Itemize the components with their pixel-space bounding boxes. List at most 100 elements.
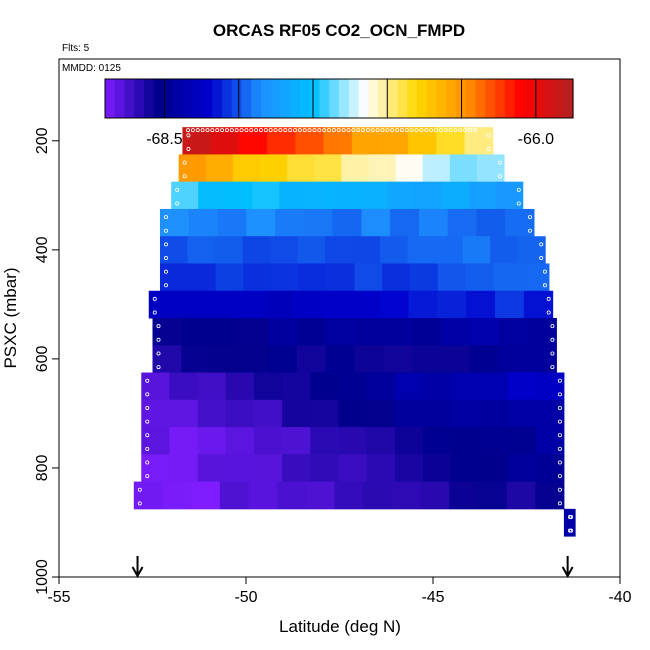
colorbar-bin [261,79,272,118]
track-point [567,515,572,520]
track-point [312,128,317,133]
track-point [370,128,375,133]
track-point [424,128,429,133]
heatmap-cell [477,481,508,510]
colorbar-bin [339,79,350,118]
heatmap-cell [253,372,283,401]
track-point [186,146,191,151]
heatmap-cell [412,345,442,374]
chart-title: ORCAS RF05 CO2_OCN_FMPD [213,21,465,40]
heatmap-cell [341,154,369,183]
track-point [175,201,180,206]
heatmap-cell [152,318,182,346]
colorbar-tick-label: -66.0 [518,131,555,148]
heatmap-cell [270,236,299,264]
heatmap-cell [181,345,211,374]
colorbar-bin [290,79,301,118]
heatmap-cell [354,345,384,374]
track-point [229,128,234,133]
heatmap-cell [279,181,307,210]
marker-arrow-head [561,566,574,579]
colorbar-bin [183,79,194,118]
heatmap-cell [394,427,424,455]
track-point [404,128,409,133]
colorbar-bin [475,79,486,118]
heatmap-cell [507,372,537,401]
heatmap-cell [314,154,342,183]
colorbar-bin [397,79,408,118]
track-point [550,324,555,329]
heatmap-cell [225,181,253,210]
track-point [145,405,150,410]
heatmap-cell [451,372,480,401]
colorbar-bin [495,79,506,118]
heatmap-cell [296,345,327,374]
track-point [156,337,161,342]
track-point [186,128,191,133]
track-point [163,215,168,220]
heatmap-cell [225,427,255,455]
colorbar-bin [153,79,165,118]
heatmap-cell [297,236,326,264]
heatmap-cell [235,290,265,319]
track-point [472,128,477,133]
colorbar-bin [192,79,204,118]
colorbar-bin [524,79,535,118]
heatmap-cell [338,399,368,428]
heatmap-cell [310,399,339,428]
colorbar-bin [514,79,525,118]
colorbar-frame [104,78,574,119]
heatmap-cell [264,290,294,319]
heatmap-cell [178,154,207,183]
colorbar-bin [222,79,233,118]
colorbar-bin [270,79,282,118]
track-point [550,351,555,356]
colorbar-bin [173,79,184,118]
colorbar-bin [212,79,223,118]
track-point [268,128,273,133]
track-point [163,228,168,233]
heatmap-cell [133,481,163,510]
track-point [453,128,458,133]
colorbar-bin [465,79,477,118]
position-markers [131,556,574,579]
heatmap-cell [275,208,305,237]
track-point [302,128,307,133]
heatmap-cell [177,290,207,319]
track-point [557,487,562,492]
track-point [152,296,157,301]
track-point [234,128,239,133]
colorbar-bin [280,79,291,118]
heatmap-cell [469,318,500,346]
heatmap-cell [282,454,311,483]
track-point [527,228,532,233]
heatmap-cell [238,127,268,155]
track-point [292,128,297,133]
heatmap-cell [423,427,452,455]
heatmap-cell [387,181,416,210]
heatmap-cell [282,372,311,401]
x-axis-label: Latitude (deg N) [279,617,401,636]
heatmap-cell [332,208,362,237]
heatmap-cell [563,508,576,537]
heatmap-cell [363,481,393,510]
heatmap-cell [441,181,470,210]
heatmap-cell [239,345,269,374]
heatmap-cell [379,290,409,319]
track-point [254,128,259,133]
track-point [557,474,562,479]
heatmap-cell [366,372,396,401]
colorbar-bin [231,79,243,118]
track-point [550,337,555,342]
colorbar-tick-label: -68.5 [146,131,183,148]
heatmap-cell [382,263,411,292]
colorbar-bin [534,79,545,118]
track-point [550,365,555,370]
track-point [137,487,142,492]
heatmap-cell [338,427,368,455]
heatmap-cell [407,236,436,264]
track-point [263,128,268,133]
track-point [336,128,341,133]
heatmap-cell [479,372,509,401]
heatmap-cell [287,154,315,183]
